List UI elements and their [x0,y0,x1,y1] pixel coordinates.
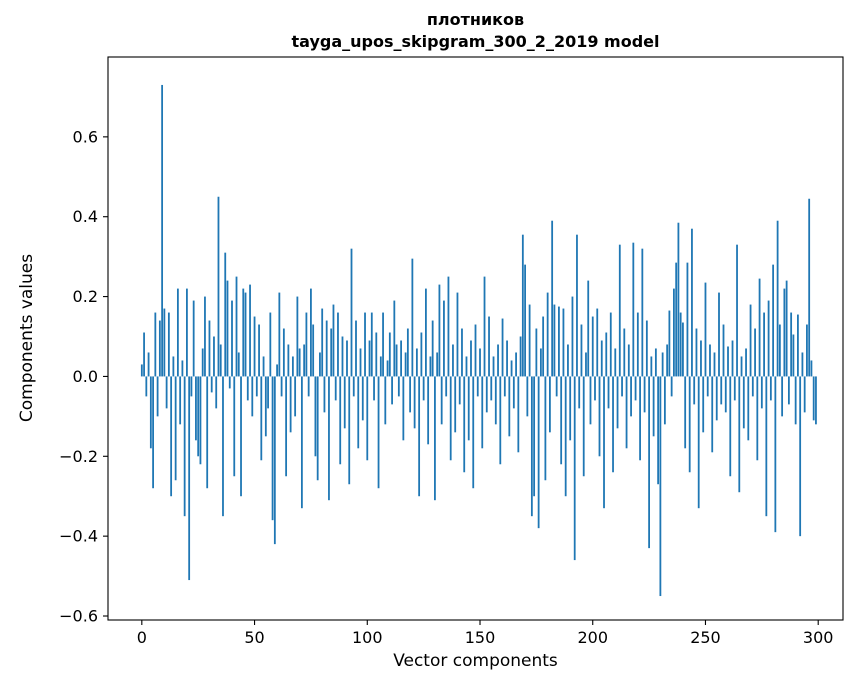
axes-spines [107,56,844,621]
x-tick-label: 200 [577,628,608,647]
y-tick-label: 0.0 [73,367,98,386]
y-tick-label: −0.2 [59,447,98,466]
x-tick-label: 250 [690,628,721,647]
x-tick-label: 300 [803,628,834,647]
y-tick-label: 0.4 [73,207,98,226]
x-tick-label: 50 [244,628,264,647]
x-tick-label: 150 [465,628,496,647]
x-tick-label: 0 [137,628,147,647]
chart-title-model: tayga_upos_skipgram_300_2_2019 model [291,32,660,51]
chart-title-word: плотников [426,10,525,29]
y-tick-label: −0.6 [59,607,98,626]
chart-title: плотников tayga_upos_skipgram_300_2_2019… [108,9,843,53]
tick-labels: 0 50 100 150 200 250 300 −0.6 −0.4 −0.2 0.0 0.2 0.4 0… [59,127,833,647]
bars [140,84,817,597]
y-tick-label: 0.2 [73,287,98,306]
y-tick-label: 0.6 [73,127,98,146]
x-axis-label: Vector components [393,651,558,671]
tick-marks [103,136,819,625]
x-tick-label: 100 [352,628,383,647]
y-tick-label: −0.4 [59,527,98,546]
